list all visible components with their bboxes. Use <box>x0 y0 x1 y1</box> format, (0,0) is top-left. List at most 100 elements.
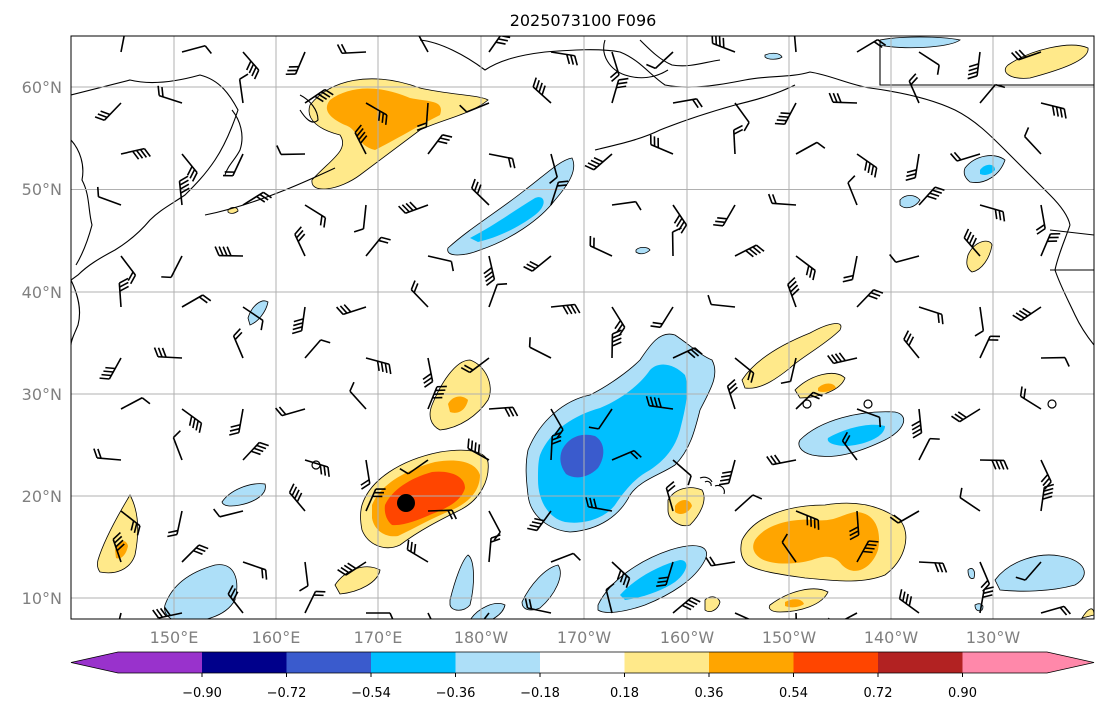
wind-barb <box>365 102 388 125</box>
calm-circle <box>1047 399 1057 409</box>
wind-barb <box>427 509 458 520</box>
wind-barb <box>232 328 244 359</box>
wind-barb <box>96 186 122 206</box>
wind-barb <box>979 83 1006 104</box>
wind-barb <box>99 357 122 380</box>
wind-barb <box>470 178 490 206</box>
wind-barb <box>349 381 367 410</box>
wind-barb <box>276 145 306 156</box>
wind-barb <box>611 449 642 461</box>
wind-barb <box>911 408 923 439</box>
wind-barb <box>774 102 797 125</box>
colorbar-segment <box>540 652 625 673</box>
wind-barb <box>406 539 429 563</box>
colorbar-tick-label: 0.72 <box>864 686 893 701</box>
wind-barb <box>229 408 244 436</box>
wind-barb <box>524 598 552 614</box>
wind-barb <box>460 357 490 374</box>
field-central-blue-dark <box>560 434 604 478</box>
wind-barb <box>157 85 183 104</box>
wind-barb <box>672 459 692 486</box>
wind-barb <box>795 510 820 530</box>
wind-barb <box>550 180 569 206</box>
wind-barb <box>242 561 268 580</box>
wind-barb <box>979 204 1006 222</box>
wind-barb <box>528 337 552 359</box>
wind-barb <box>336 43 367 55</box>
wind-barb <box>532 77 552 104</box>
colorbar-segment <box>878 652 963 673</box>
wind-barb <box>304 459 330 477</box>
wind-barb <box>172 430 183 461</box>
wind-barb <box>354 124 368 155</box>
lon-label: 170°W <box>557 628 612 647</box>
wind-barb <box>1040 605 1072 616</box>
wind-barb <box>611 561 631 588</box>
wind-barb <box>93 448 122 461</box>
wind-barb <box>889 254 920 263</box>
wind-barb <box>734 244 765 258</box>
wind-barb <box>672 596 701 614</box>
wind-barb <box>181 408 203 433</box>
wind-barb <box>903 330 920 359</box>
lon-label: 160°E <box>252 628 301 647</box>
wind-barb <box>672 98 703 109</box>
field-ne-yellow <box>1004 44 1089 79</box>
wind-barb <box>828 92 858 104</box>
wind-barb <box>918 306 944 325</box>
wind-barb <box>734 357 755 383</box>
wind-barb <box>488 282 508 308</box>
wind-barb <box>959 487 981 512</box>
wind-barb <box>214 246 244 257</box>
wind-barb <box>299 561 309 592</box>
wind-barb <box>856 288 884 308</box>
wind-barb <box>550 303 581 315</box>
wind-barb <box>94 102 122 122</box>
wind-barb <box>153 347 183 359</box>
wind-barb <box>118 277 129 308</box>
wind-barb <box>167 510 183 538</box>
wind-barb <box>841 431 858 461</box>
lon-label: 150°W <box>762 628 817 647</box>
plot-background <box>71 36 1094 619</box>
wind-barb <box>365 357 392 375</box>
wind-barb <box>152 607 183 619</box>
lat-label: 40°N <box>22 283 62 302</box>
wind-barb <box>242 441 269 461</box>
wind-barb <box>734 612 758 619</box>
colorbar-tick-label: 0.18 <box>610 686 639 701</box>
wind-barb <box>285 51 306 76</box>
wind-barb <box>337 561 367 576</box>
wind-barb <box>213 508 244 518</box>
wind-barb <box>222 153 244 177</box>
wind-barb <box>427 255 455 272</box>
wind-barb <box>120 397 151 410</box>
field-bering-orange <box>326 88 441 150</box>
colorbar-segment <box>709 652 794 673</box>
field-central-blue-mid <box>538 364 688 523</box>
wind-barb <box>112 532 125 563</box>
wind-barb <box>242 306 264 331</box>
wind-barb <box>1023 127 1042 155</box>
wind-barb <box>467 438 490 461</box>
wind-barb <box>918 437 940 461</box>
wind-barb <box>967 51 981 80</box>
lat-label: 50°N <box>22 180 62 199</box>
wind-barb <box>974 306 985 337</box>
wind-barb <box>335 304 367 316</box>
wind-barb <box>459 102 490 113</box>
wind-barb <box>611 77 629 104</box>
colorbar-segment <box>962 652 1047 673</box>
calm-circle <box>802 399 812 409</box>
coastlines <box>71 39 1094 495</box>
field-subtrop-yellow <box>741 323 842 389</box>
wind-barb <box>483 255 496 286</box>
wind-barb <box>114 612 122 619</box>
wind-barb <box>856 408 882 428</box>
wind-barb <box>856 38 887 53</box>
colorbar-segment <box>286 652 371 673</box>
wind-barb <box>181 153 198 182</box>
wind-barb <box>550 51 579 66</box>
wind-barb <box>274 406 306 417</box>
wind-barb <box>949 151 981 162</box>
